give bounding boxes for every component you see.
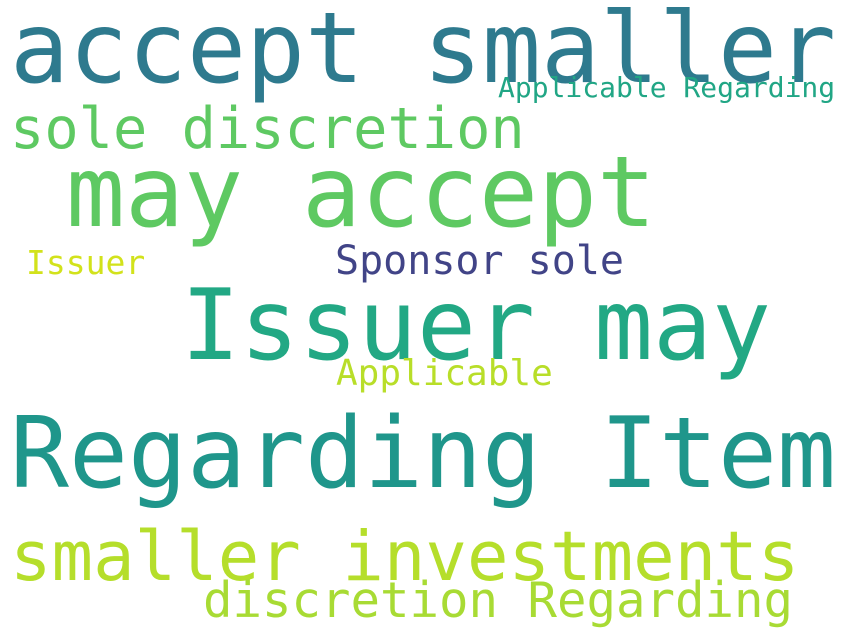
word-may-accept: may accept bbox=[66, 136, 657, 250]
word-issuer-may: Issuer may bbox=[181, 269, 772, 383]
word-issuer: Issuer bbox=[26, 243, 146, 282]
word-applicable: Applicable bbox=[336, 353, 553, 394]
word-accept-smaller: accept smaller bbox=[10, 0, 837, 106]
word-sponsor-sole: Sponsor sole bbox=[335, 238, 624, 284]
word-regarding-item: Regarding Item bbox=[10, 397, 837, 511]
word-discretion-regarding: discretion Regarding bbox=[203, 572, 794, 629]
word-smaller-investments: smaller investments bbox=[10, 517, 800, 597]
word-applicable-regarding: Applicable Regarding bbox=[498, 71, 836, 104]
word-sole-discretion: sole discretion bbox=[10, 96, 525, 162]
